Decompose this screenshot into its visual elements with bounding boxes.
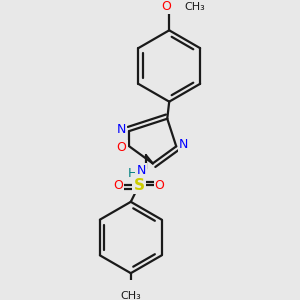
Text: CH₃: CH₃ bbox=[185, 2, 206, 12]
Text: S: S bbox=[134, 178, 145, 193]
Text: O: O bbox=[113, 179, 123, 192]
Text: N: N bbox=[136, 164, 146, 177]
Text: O: O bbox=[155, 179, 164, 192]
Text: H: H bbox=[128, 167, 137, 180]
Text: N: N bbox=[117, 123, 126, 136]
Text: O: O bbox=[117, 141, 127, 154]
Text: N: N bbox=[179, 138, 189, 151]
Text: CH₃: CH₃ bbox=[120, 291, 141, 300]
Text: O: O bbox=[161, 1, 171, 13]
